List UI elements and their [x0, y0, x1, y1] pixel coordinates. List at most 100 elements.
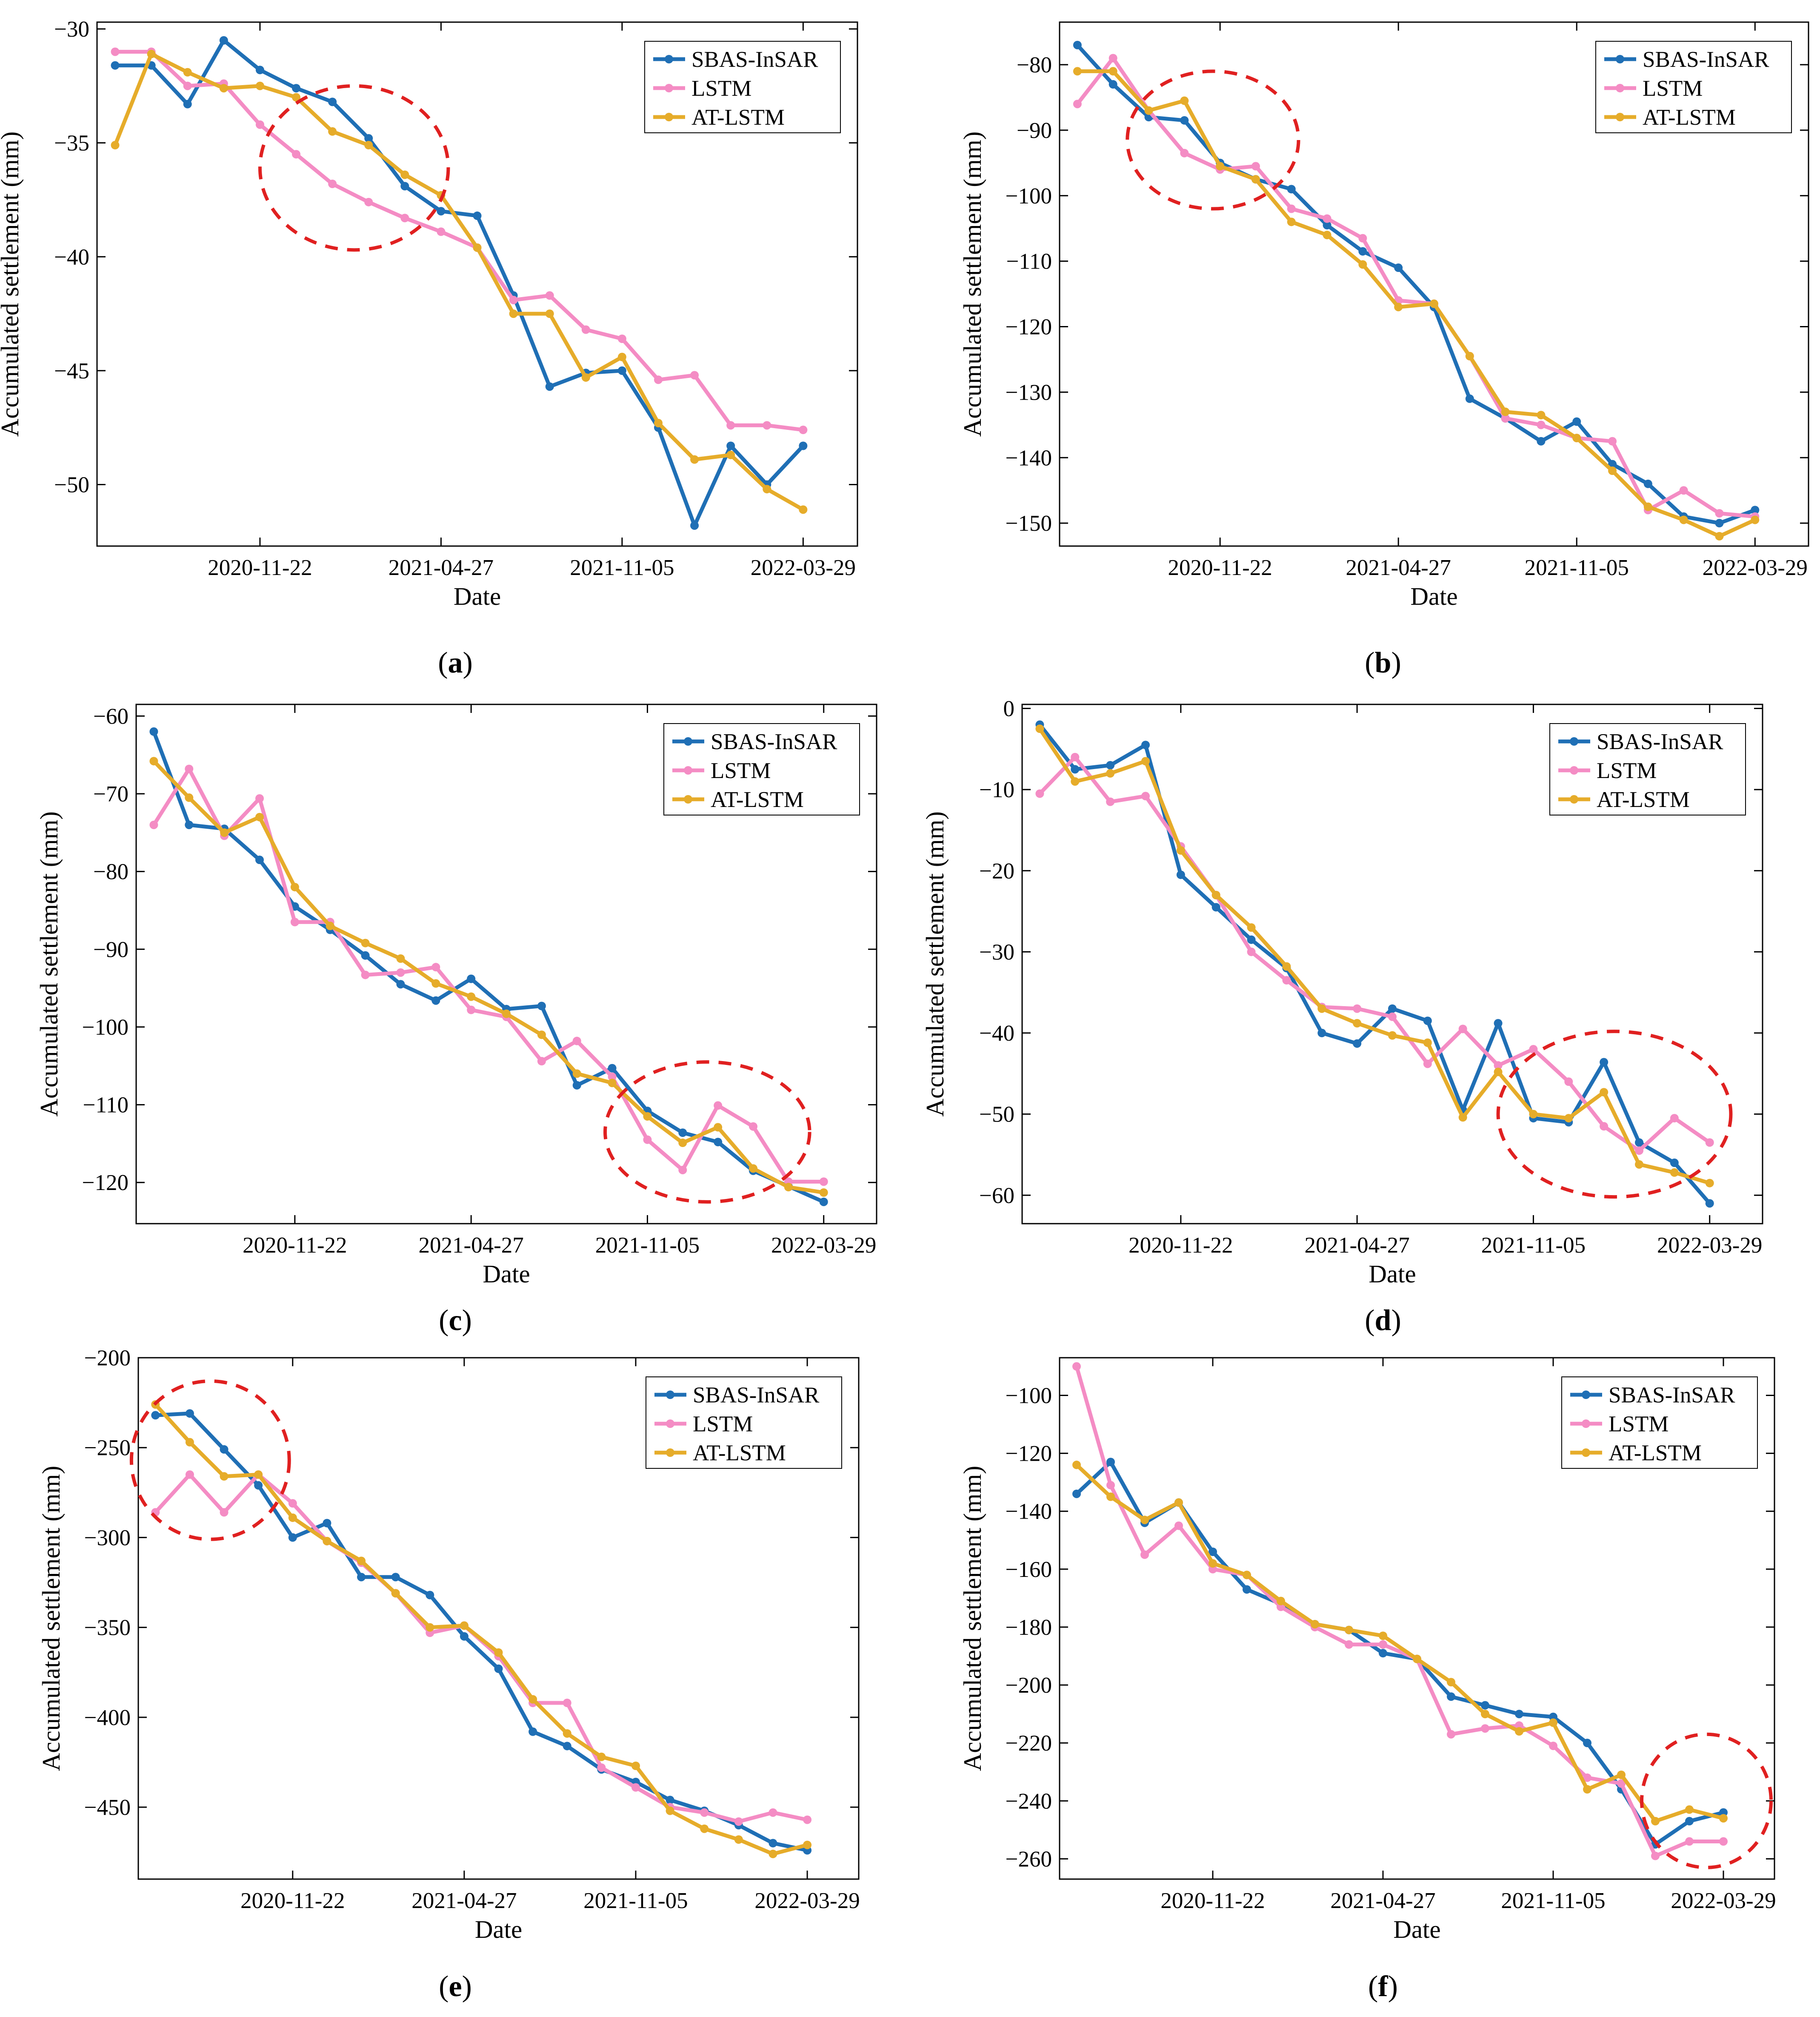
- x-tick-label: 2022-03-29: [751, 555, 856, 580]
- data-point-sbas-insar: [219, 36, 228, 45]
- x-tick-label: 2022-03-29: [1671, 1888, 1776, 1913]
- data-point-sbas-insar: [1243, 1585, 1251, 1594]
- data-point-at-lstm: [1287, 217, 1296, 226]
- y-tick-label: −200: [1006, 1673, 1052, 1698]
- x-axis-label: Date: [475, 1915, 522, 1943]
- legend-label-sbas-insar: SBAS-InSAR: [711, 730, 837, 754]
- data-point-at-lstm: [1394, 303, 1403, 312]
- data-point-at-lstm: [819, 1188, 828, 1197]
- caption-paren-close: ): [1391, 647, 1401, 679]
- panel-caption: (d): [1365, 1304, 1401, 1337]
- legend-label-lstm: LSTM: [691, 76, 751, 101]
- y-tick-label: −10: [979, 778, 1014, 802]
- y-tick-label: −150: [1006, 511, 1052, 536]
- data-point-lstm: [714, 1101, 723, 1110]
- legend: SBAS-InSAR LSTM AT-LSTM: [663, 723, 860, 815]
- data-point-sbas-insar: [726, 441, 735, 450]
- data-point-sbas-insar: [494, 1664, 503, 1673]
- y-tick-label: −220: [1006, 1731, 1052, 1756]
- data-point-lstm: [1537, 421, 1546, 429]
- data-point-at-lstm: [1180, 96, 1189, 105]
- data-point-lstm: [1617, 1779, 1626, 1788]
- data-point-at-lstm: [183, 68, 192, 77]
- data-point-lstm: [597, 1763, 606, 1772]
- data-point-at-lstm: [1643, 502, 1652, 511]
- x-tick-label: 2021-11-05: [1501, 1888, 1605, 1913]
- series-line-lstm: [152, 767, 824, 1184]
- y-tick-label: −250: [84, 1436, 131, 1460]
- legend-marker-sbas-insar: [666, 1390, 674, 1399]
- data-point-at-lstm: [1685, 1805, 1694, 1814]
- data-point-sbas-insar: [151, 1411, 160, 1420]
- data-point-sbas-insar: [185, 1409, 194, 1418]
- data-point-sbas-insar: [608, 1064, 617, 1073]
- data-point-at-lstm: [1751, 515, 1760, 524]
- plot-frame: [1059, 1357, 1775, 1880]
- caption-letter: b: [1375, 647, 1391, 679]
- data-point-sbas-insar: [1643, 479, 1652, 488]
- data-point-at-lstm: [763, 485, 771, 494]
- data-point-at-lstm: [1572, 434, 1581, 443]
- series-line-sbas-insar: [1076, 43, 1756, 525]
- data-point-at-lstm: [1458, 1113, 1467, 1122]
- data-point-at-lstm: [1243, 1571, 1251, 1579]
- x-axis-label: Date: [1369, 1260, 1416, 1288]
- y-axis-label: Accumulated settlement (mm): [921, 811, 949, 1117]
- data-point-lstm: [396, 968, 405, 977]
- data-point-lstm: [361, 970, 370, 979]
- data-point-lstm: [1141, 792, 1150, 801]
- caption-paren-close: ): [462, 1970, 472, 2003]
- x-tick-label: 2020-11-22: [1160, 1888, 1265, 1913]
- data-point-at-lstm: [1670, 1168, 1679, 1177]
- legend-label-at-lstm: AT-LSTM: [691, 105, 785, 130]
- data-point-at-lstm: [396, 954, 405, 963]
- data-point-at-lstm: [1106, 1492, 1115, 1501]
- data-point-lstm: [763, 421, 771, 430]
- legend-label-sbas-insar: SBAS-InSAR: [1643, 47, 1769, 72]
- legend-label-at-lstm: AT-LSTM: [711, 787, 804, 812]
- series-line-at-lstm: [1038, 727, 1710, 1185]
- y-tick-label: −100: [1006, 1383, 1052, 1408]
- data-point-lstm: [185, 1470, 194, 1479]
- series-sbas-insar: [111, 36, 808, 530]
- x-tick-label: 2021-11-05: [583, 1888, 688, 1913]
- data-point-sbas-insar: [1751, 506, 1760, 515]
- data-point-lstm: [1719, 1837, 1728, 1846]
- data-point-at-lstm: [400, 170, 409, 179]
- data-point-lstm: [1282, 976, 1291, 985]
- data-point-at-lstm: [1537, 411, 1546, 420]
- data-point-sbas-insar: [220, 1445, 229, 1454]
- caption-paren-close: ): [462, 1304, 472, 1337]
- data-point-lstm: [1583, 1773, 1591, 1782]
- data-point-at-lstm: [1608, 466, 1617, 475]
- plot-frame: [96, 21, 858, 547]
- data-point-at-lstm: [1071, 777, 1080, 786]
- data-point-at-lstm: [1176, 846, 1185, 855]
- data-point-at-lstm: [1549, 1718, 1557, 1727]
- caption-paren-open: (: [439, 1304, 449, 1337]
- data-point-at-lstm: [643, 1112, 652, 1121]
- x-tick-label: 2021-11-05: [595, 1233, 700, 1258]
- data-point-at-lstm: [467, 992, 476, 1001]
- data-point-sbas-insar: [572, 1081, 581, 1090]
- data-point-sbas-insar: [467, 974, 476, 983]
- chart-panel-b: −80 −90 −100 −110 −120 −130 −140 −150 2020-11-22…: [958, 21, 1809, 679]
- data-point-sbas-insar: [1287, 185, 1296, 194]
- x-tick-label: 2020-11-22: [208, 555, 312, 580]
- y-tick-label: −20: [979, 859, 1014, 884]
- data-point-sbas-insar: [473, 211, 482, 220]
- y-tick-label: −40: [979, 1021, 1014, 1046]
- x-tick-label: 2021-04-27: [1304, 1233, 1409, 1258]
- series-line-at-lstm: [113, 52, 804, 512]
- x-tick-label: 2021-04-27: [1330, 1888, 1435, 1913]
- data-point-at-lstm: [803, 1840, 812, 1849]
- data-point-at-lstm: [149, 757, 158, 766]
- data-point-at-lstm: [255, 813, 264, 821]
- chart-panel-f: −100 −120 −140 −160 −180 −200 −220 −240 −260 2020…: [958, 1357, 1776, 2003]
- data-point-sbas-insar: [364, 134, 373, 143]
- data-point-at-lstm: [473, 243, 482, 252]
- data-point-lstm: [608, 1072, 617, 1081]
- data-point-at-lstm: [597, 1752, 606, 1761]
- x-tick-label: 2020-11-22: [1168, 555, 1272, 580]
- y-axis-label: Accumulated settlement (mm): [958, 1466, 986, 1771]
